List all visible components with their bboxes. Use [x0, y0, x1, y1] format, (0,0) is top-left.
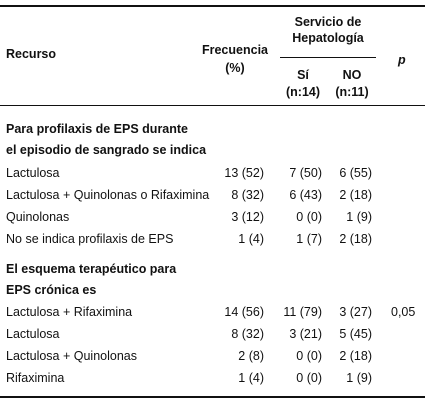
header-servicio-line2: Hepatología	[292, 31, 364, 45]
header-p: p	[398, 53, 406, 67]
row-freq: 2 (8)	[238, 349, 264, 363]
section-title: Para profilaxis de EPS durante	[6, 122, 189, 136]
section-title: El esquema terapéutico para	[6, 262, 177, 276]
row-no: 5 (45)	[339, 327, 372, 341]
header-servicio: Servicio de Hepatología	[280, 15, 376, 45]
row-no: 1 (9)	[346, 371, 372, 385]
header-bottom-rule	[0, 105, 425, 106]
row-label: Lactulosa + Quinolonas o Rifaximina	[6, 188, 210, 202]
row-p: 0,05	[391, 305, 416, 319]
header-frecuencia-line2: (%)	[225, 61, 245, 75]
row-si: 0 (0)	[296, 210, 322, 224]
row-no: 1 (9)	[346, 210, 372, 224]
row-no: 3 (27)	[339, 305, 372, 319]
row-freq: 1 (4)	[238, 371, 264, 385]
row-no: 2 (18)	[339, 349, 372, 363]
row-no: 2 (18)	[339, 188, 372, 202]
header-si-line1: Sí	[297, 68, 309, 82]
row-si: 0 (0)	[296, 371, 322, 385]
row-si: 0 (0)	[296, 349, 322, 363]
row-freq: 8 (32)	[231, 327, 264, 341]
header-servicio-line1: Servicio de	[294, 15, 362, 29]
header-no-line2: (n:11)	[335, 85, 369, 99]
section-title: EPS crónica es	[6, 283, 97, 297]
servicio-underline	[280, 57, 376, 58]
header-si: Sí (n:14)	[278, 68, 328, 99]
row-label: Quinolonas	[6, 210, 70, 224]
header-si-line2: (n:14)	[285, 85, 321, 99]
row-label: Rifaximina	[6, 371, 65, 385]
row-freq: 3 (12)	[231, 210, 264, 224]
row-freq: 1 (4)	[238, 232, 264, 246]
row-no: 6 (55)	[339, 166, 372, 180]
header-no-line1: NO	[342, 68, 362, 82]
header-frecuencia-line1: Frecuencia	[201, 43, 268, 57]
row-si: 1 (7)	[296, 232, 322, 246]
row-freq: 14 (56)	[224, 305, 264, 319]
section-title: el episodio de sangrado se indica	[6, 143, 207, 157]
row-label: Lactulosa + Rifaximina	[6, 305, 133, 319]
row-label: Lactulosa	[6, 327, 60, 341]
row-si: 11 (79)	[283, 305, 322, 319]
row-no: 2 (18)	[339, 232, 372, 246]
row-si: 6 (43)	[289, 188, 322, 202]
row-label: Lactulosa + Quinolonas	[6, 349, 137, 363]
row-freq: 8 (32)	[231, 188, 264, 202]
top-rule	[0, 5, 425, 7]
row-si: 3 (21)	[289, 327, 322, 341]
row-si: 7 (50)	[289, 166, 322, 180]
bottom-rule	[0, 396, 425, 398]
header-frecuencia: Frecuencia (%)	[196, 43, 274, 75]
row-label: No se indica profilaxis de EPS	[6, 232, 174, 246]
header-recurso: Recurso	[6, 47, 57, 61]
row-freq: 13 (52)	[224, 166, 264, 180]
row-label: Lactulosa	[6, 166, 60, 180]
header-no: NO (n:11)	[326, 68, 378, 99]
